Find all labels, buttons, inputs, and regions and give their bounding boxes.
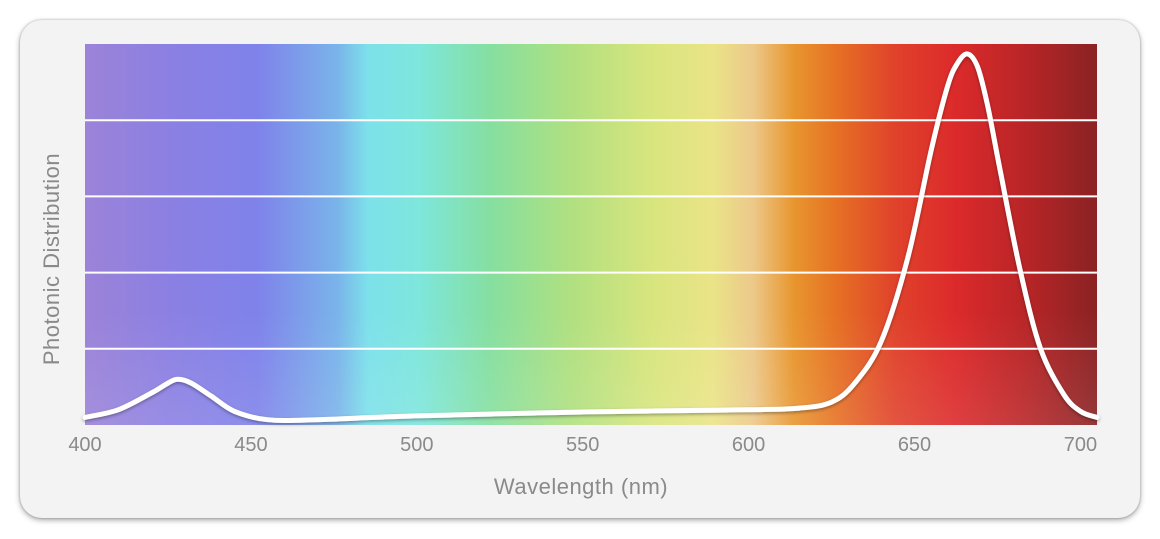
x-tick-label: 650 bbox=[898, 434, 931, 456]
x-tick-label: 500 bbox=[400, 434, 433, 456]
series-layer bbox=[82, 51, 1100, 423]
series-line bbox=[82, 51, 1100, 423]
x-tick-label: 400 bbox=[68, 434, 101, 456]
y-axis-label: Photonic Distribution bbox=[39, 153, 64, 365]
x-tick-label: 600 bbox=[732, 434, 765, 456]
grid-lines bbox=[85, 119, 1097, 350]
x-tick-label: 700 bbox=[1064, 434, 1097, 456]
x-tick-label: 550 bbox=[566, 434, 599, 456]
x-axis-label: Wavelength (nm) bbox=[494, 474, 668, 499]
x-tick-label: 450 bbox=[234, 434, 267, 456]
x-tick-labels: 400 450 500 550 600 650 700 bbox=[68, 434, 1097, 456]
spectrum-highlight bbox=[85, 44, 1097, 425]
